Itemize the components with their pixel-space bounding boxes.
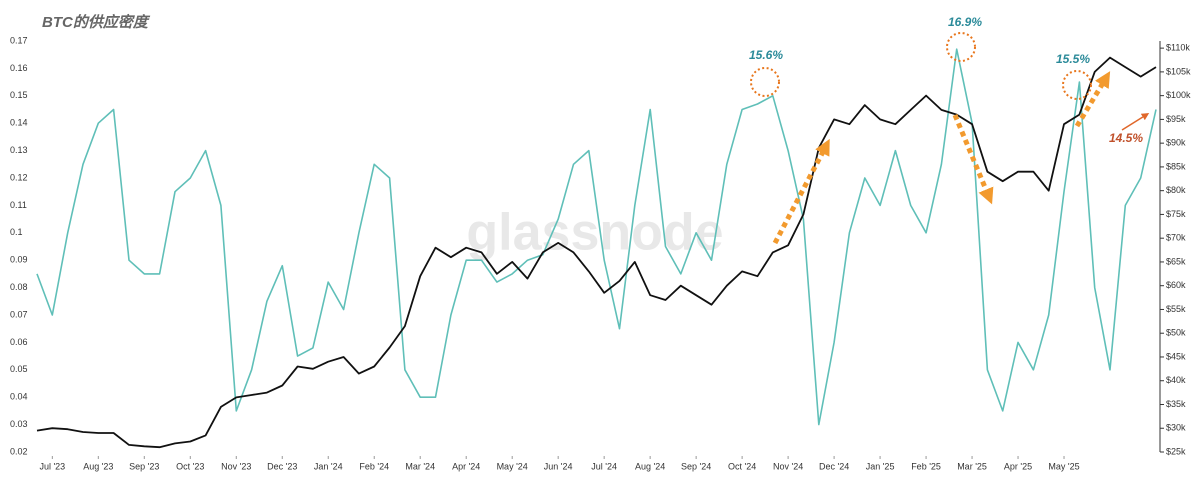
x-tick-label: May '25 (1048, 461, 1079, 471)
circle (946, 32, 976, 62)
y-tick-label: 0.02 (10, 446, 28, 456)
x-tick-label: Jul '24 (591, 461, 617, 471)
x-tick-label: May '24 (497, 461, 528, 471)
annotation: 14.5% (1109, 131, 1143, 145)
y-tick-label: 0.07 (10, 309, 28, 319)
watermark: glassnode (466, 204, 723, 262)
x-tick-label: Jul '23 (39, 461, 65, 471)
y-tick-label: 0.09 (10, 255, 28, 265)
x-tick-label: Oct '23 (176, 461, 204, 471)
y2-tick-label: $100k (1166, 90, 1191, 100)
y2-tick-label: $60k (1166, 280, 1186, 290)
y2-tick-label: $30k (1166, 423, 1186, 433)
y-tick-label: 0.08 (10, 282, 28, 292)
arrow (772, 138, 830, 245)
y-tick-label: 0.17 (10, 35, 28, 45)
x-tick-label: Mar '25 (957, 461, 987, 471)
y2-tick-label: $55k (1166, 304, 1186, 314)
x-tick-label: Aug '24 (635, 461, 665, 471)
x-tick-label: Apr '25 (1004, 461, 1032, 471)
y2-tick-label: $65k (1166, 256, 1186, 266)
x-tick-label: Jun '24 (544, 461, 573, 471)
x-tick-label: Apr '24 (452, 461, 480, 471)
circle (1062, 70, 1092, 100)
arrow (1074, 71, 1111, 128)
y2-tick-label: $95k (1166, 114, 1186, 124)
series-line (36, 48, 1157, 426)
y2-tick-label: $80k (1166, 185, 1186, 195)
y2-tick-label: $75k (1166, 209, 1186, 219)
x-tick-label: Sep '24 (681, 461, 711, 471)
y-tick-label: 0.12 (10, 172, 28, 182)
x-tick-label: Nov '24 (773, 461, 803, 471)
x-tick-label: Dec '23 (267, 461, 297, 471)
series-line (36, 56, 1157, 449)
highlight-circles (750, 32, 1092, 100)
y-tick-label: 0.11 (10, 200, 27, 210)
y2-tick-label: $90k (1166, 138, 1186, 148)
y-tick-label: 0.06 (10, 337, 28, 347)
x-tick-label: Jan '25 (866, 461, 895, 471)
x-tick-label: Sep '23 (129, 461, 159, 471)
annotation: 15.5% (1056, 52, 1090, 66)
y2-tick-label: $45k (1166, 351, 1186, 361)
y2-tick-label: $105k (1166, 66, 1191, 76)
y2-tick-label: $110k (1166, 43, 1190, 53)
arrow (952, 114, 994, 205)
x-tick-label: Feb '25 (911, 461, 941, 471)
y-tick-label: 0.13 (10, 145, 28, 155)
y-tick-label: 0.04 (10, 392, 28, 402)
y2-tick-label: $25k (1166, 446, 1186, 456)
annotation: 15.6% (749, 48, 783, 62)
y-tick-label: 0.14 (10, 118, 28, 128)
y2-tick-label: $85k (1166, 161, 1186, 171)
x-tick-label: Jan '24 (314, 461, 343, 471)
x-tick-label: Mar '24 (405, 461, 435, 471)
circle (750, 67, 780, 97)
y-tick-label: 0.03 (10, 419, 28, 429)
y2-tick-label: $50k (1166, 328, 1186, 338)
y2-tick-label: $40k (1166, 375, 1186, 385)
y-tick-label: 0.15 (10, 90, 28, 100)
x-tick-label: Feb '24 (359, 461, 389, 471)
x-tick-label: Dec '24 (819, 461, 849, 471)
y-tick-label: 0.1 (10, 227, 23, 237)
trend-arrows (772, 71, 1111, 245)
plot (36, 48, 1157, 449)
x-tick-label: Oct '24 (728, 461, 756, 471)
y2-tick-label: $35k (1166, 399, 1186, 409)
y-tick-label: 0.16 (10, 63, 28, 73)
chart-title: BTC的供应密度 (42, 13, 151, 31)
x-tick-label: Nov '23 (221, 461, 251, 471)
arrow (1121, 113, 1150, 131)
y2-tick-label: $70k (1166, 233, 1186, 243)
y-tick-label: 0.05 (10, 364, 28, 374)
annotation: 16.9% (948, 15, 982, 29)
x-tick-label: Aug '23 (83, 461, 113, 471)
